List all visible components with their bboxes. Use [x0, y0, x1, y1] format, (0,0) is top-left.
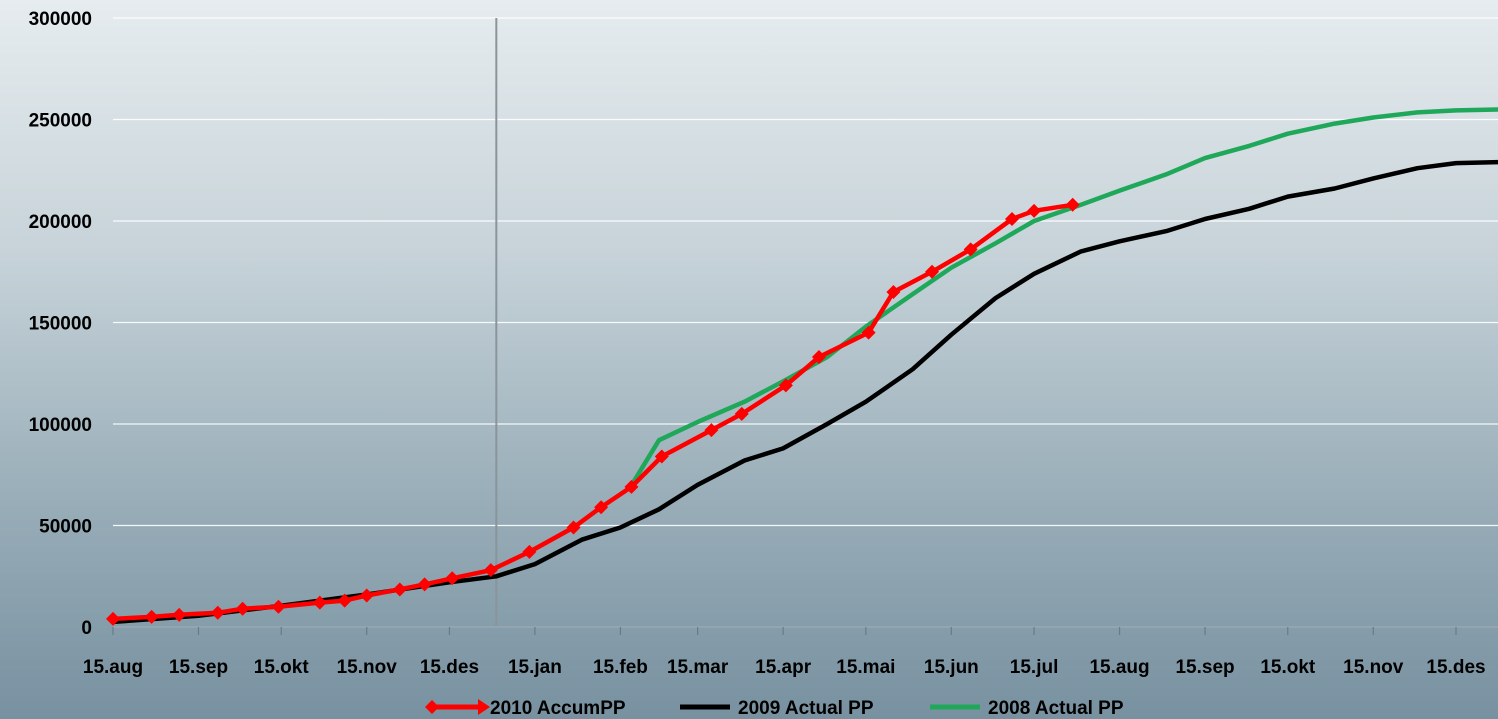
data-point — [1065, 197, 1080, 212]
x-tick-label: 15.nov — [1343, 657, 1404, 678]
data-point — [704, 423, 719, 438]
x-tick-label: 15.mar — [667, 657, 729, 678]
series-line — [110, 159, 1498, 625]
data-point — [594, 500, 609, 515]
data-point — [312, 595, 327, 610]
legend-label: 2008 Actual PP — [988, 698, 1124, 719]
data-point — [359, 588, 374, 603]
x-tick-label: 15.mai — [836, 657, 895, 678]
y-tick-label: 150000 — [29, 314, 92, 335]
data-point — [106, 611, 120, 626]
series-line — [110, 202, 1075, 622]
x-tick-label: 15.sep — [1175, 657, 1234, 678]
data-point — [778, 378, 793, 393]
data-point — [811, 350, 826, 365]
legend-item: 2008 Actual PP — [930, 698, 1124, 719]
data-point — [1027, 203, 1042, 218]
data-point — [271, 599, 286, 614]
y-tick-label: 50000 — [39, 517, 92, 538]
series-line — [631, 107, 1498, 484]
data-point — [144, 609, 159, 624]
data-point — [734, 406, 749, 421]
x-tick-label: 15.nov — [337, 657, 398, 678]
legend-marker — [425, 700, 439, 714]
legend-label: 2009 Actual PP — [738, 698, 874, 719]
data-point — [963, 242, 978, 257]
x-tick-label: 15.okt — [254, 657, 310, 678]
data-point — [925, 264, 940, 279]
x-tick-label: 15.des — [420, 657, 479, 678]
data-point — [1005, 211, 1020, 226]
data-point — [210, 605, 225, 620]
data-point — [445, 571, 460, 586]
grid-layer — [113, 17, 1498, 527]
data-point — [172, 607, 187, 622]
y-tick-label: 300000 — [29, 9, 92, 30]
y-tick-label: 100000 — [29, 415, 92, 436]
legend-label: 2010 AccumPP — [490, 698, 626, 719]
data-point — [861, 325, 876, 340]
x-tick-label: 15.jan — [508, 657, 562, 678]
data-point — [483, 563, 498, 578]
x-tick-label: 15.aug — [83, 657, 143, 678]
x-tick-label: 15.feb — [593, 657, 648, 678]
x-tick-label: 15.sep — [169, 657, 228, 678]
x-tick-label: 15.des — [1426, 657, 1485, 678]
x-tick-label: 15.apr — [755, 657, 812, 678]
legend-item: 2010 AccumPP — [425, 698, 626, 719]
legend-arrow — [478, 699, 490, 715]
axis-layer: 0 50000 100000 150000 200000 250000 300000 15.a… — [29, 9, 1498, 678]
data-point — [392, 582, 407, 597]
y-tick-label: 200000 — [29, 212, 92, 233]
data-point — [566, 520, 581, 535]
x-tick-label: 15.jun — [924, 657, 979, 678]
x-tick-label: 15.aug — [1089, 657, 1149, 678]
data-point — [337, 593, 352, 608]
data-point — [522, 544, 537, 559]
y-tick-label: 0 — [81, 618, 92, 639]
legend: 2010 AccumPP 2009 Actual PP 2008 Actual PP — [425, 698, 1124, 719]
x-tick-label: 15.okt — [1260, 657, 1316, 678]
series-layer — [106, 107, 1498, 626]
legend-item: 2009 Actual PP — [680, 698, 874, 719]
x-tick-label: 15.jul — [1010, 657, 1059, 678]
data-point — [235, 601, 250, 616]
data-point — [624, 479, 639, 494]
y-tick-label: 250000 — [29, 111, 92, 132]
data-point — [654, 449, 669, 464]
data-point — [417, 577, 432, 592]
data-point — [886, 285, 901, 300]
